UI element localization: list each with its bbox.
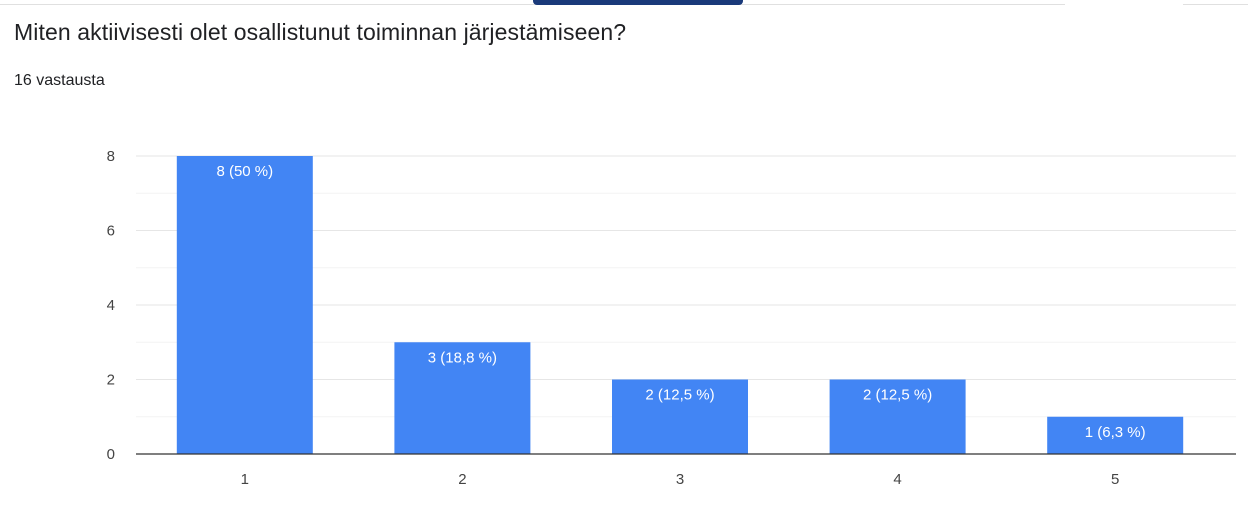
x-tick-label: 4 <box>893 471 901 488</box>
data-labels: 8 (50 %) 3 (18,8 %) 2 (12,5 %) 2 (12,5 %) 1 … <box>216 163 1145 441</box>
bar[interactable] <box>176 156 313 454</box>
top-divider-gap <box>1065 3 1183 6</box>
y-tick-labels: 0 2 4 6 8 <box>107 148 115 463</box>
y-tick-label: 8 <box>107 148 115 165</box>
question-title: Miten aktiivisesti olet osallistunut toi… <box>14 19 627 45</box>
data-label: 1 (6,3 %) <box>1085 424 1146 441</box>
y-tick-label: 6 <box>107 223 115 240</box>
x-tick-label: 3 <box>676 471 684 488</box>
data-label: 3 (18,8 %) <box>428 349 497 366</box>
data-label: 2 (12,5 %) <box>863 387 932 404</box>
y-tick-label: 4 <box>107 297 115 314</box>
bars <box>176 156 1184 455</box>
bar[interactable] <box>394 342 531 454</box>
bar[interactable] <box>1047 416 1184 454</box>
bar[interactable] <box>829 379 966 455</box>
response-count: 16 vastausta <box>14 72 105 89</box>
y-tick-label: 2 <box>107 372 115 389</box>
data-label: 8 (50 %) <box>216 163 273 180</box>
x-tick-labels: 1 2 3 4 5 <box>241 471 1120 488</box>
bar[interactable] <box>612 379 748 455</box>
x-tick-label: 2 <box>458 471 466 488</box>
x-tick-label: 5 <box>1111 471 1119 488</box>
x-tick-label: 1 <box>241 471 249 488</box>
data-label: 2 (12,5 %) <box>645 387 714 404</box>
active-tab-indicator <box>533 0 743 5</box>
y-tick-label: 0 <box>107 446 115 463</box>
